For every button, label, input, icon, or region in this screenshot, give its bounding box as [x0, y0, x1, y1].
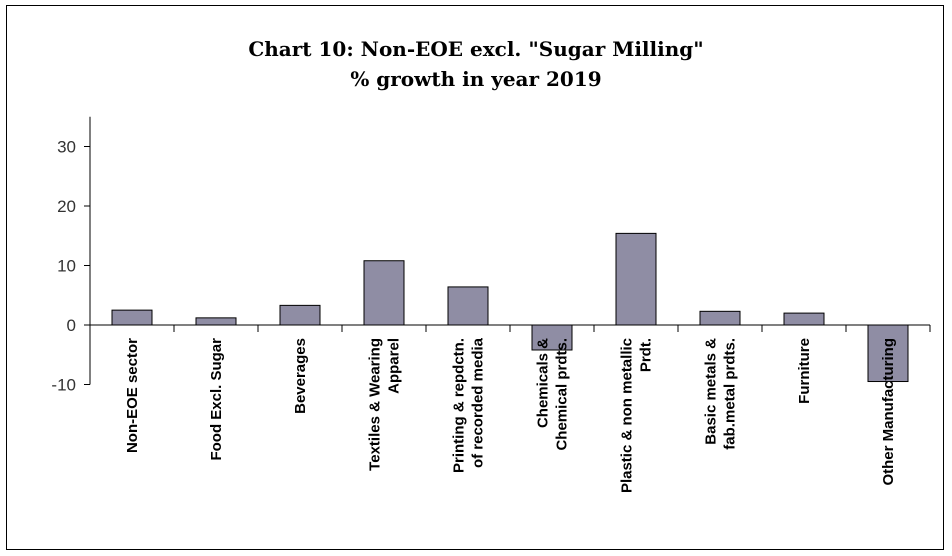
bar: [447, 286, 489, 326]
bar: [783, 312, 825, 326]
chart-frame: Chart 10: Non-EOE excl. "Sugar Milling" …: [6, 5, 944, 550]
bar: [111, 309, 153, 326]
category-label: Chemical prdts.: [554, 338, 571, 451]
bar: [699, 310, 741, 326]
bar: [531, 324, 573, 351]
category-label: Prdt.: [638, 338, 655, 372]
category-label: Plastic & non metallic: [619, 338, 636, 493]
chart-title-line1: Chart 10: Non-EOE excl. "Sugar Milling": [248, 37, 704, 61]
y-tick-label: 0: [67, 316, 76, 335]
chart-title-line2: % growth in year 2019: [350, 67, 602, 91]
y-tick-label: 10: [57, 257, 76, 276]
y-tick-label: -10: [51, 376, 76, 395]
y-tick-label: 20: [57, 197, 76, 216]
category-label: Chemicals &: [535, 338, 552, 428]
category-label: Food Excl. Sugar: [208, 338, 225, 461]
category-label: Textiles & Wearing: [367, 338, 384, 471]
chart-title: Chart 10: Non-EOE excl. "Sugar Milling" …: [7, 34, 945, 94]
bar: [615, 232, 657, 326]
category-label: Non-EOE sector: [124, 338, 141, 453]
category-label: Basic metals &: [703, 338, 720, 445]
bar: [867, 324, 909, 383]
bar: [279, 304, 321, 326]
bar: [195, 317, 237, 326]
category-label: fab.metal prdts.: [722, 338, 739, 450]
category-label: Apparel: [386, 338, 403, 394]
category-label: of recorded media: [470, 337, 487, 468]
y-tick-label: 30: [57, 138, 76, 157]
category-label: Other Manufacturing: [880, 338, 897, 486]
bar: [363, 260, 405, 326]
category-label: Printing & repdctn.: [451, 338, 468, 473]
category-label: Furniture: [796, 338, 813, 404]
category-label: Beverages: [292, 338, 309, 414]
